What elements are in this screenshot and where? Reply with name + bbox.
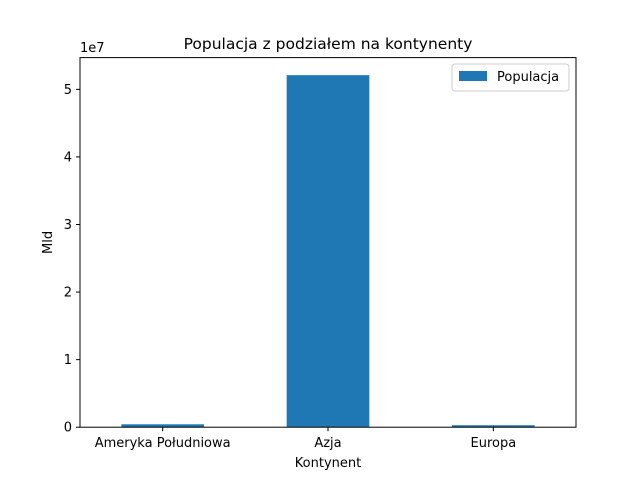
y-tick-label: 4 — [64, 150, 72, 165]
bar-ameryka-południowa — [121, 424, 204, 428]
y-axis-multiplier: 1e7 — [80, 41, 105, 56]
x-tick-label: Azja — [314, 436, 341, 451]
plot-frame — [79, 57, 577, 428]
y-tick-label: 3 — [64, 218, 72, 233]
x-tick-label: Europa — [470, 436, 516, 451]
legend-label: Populacja — [497, 70, 559, 85]
legend: Populacja — [451, 63, 570, 92]
bar-europa — [452, 425, 535, 428]
bars-group — [121, 75, 535, 428]
legend-swatch — [459, 71, 487, 81]
x-tick-label: Ameryka Południowa — [95, 436, 231, 451]
x-axis-label: Kontynent — [295, 456, 361, 471]
y-axis-label: Mld — [41, 231, 56, 254]
y-tick-label: 0 — [64, 421, 72, 436]
y-tick-label: 1 — [64, 353, 72, 368]
x-ticks-group: Ameryka Południowa Azja Europa — [95, 427, 516, 451]
y-ticks-group: 0 1 2 3 4 5 — [64, 83, 80, 436]
legend-box — [451, 63, 570, 92]
chart-title: Populacja z podziałem na kontynenty — [184, 35, 473, 53]
y-tick-label: 5 — [64, 83, 72, 98]
bar-azja — [286, 75, 370, 428]
y-tick-label: 2 — [64, 286, 72, 301]
